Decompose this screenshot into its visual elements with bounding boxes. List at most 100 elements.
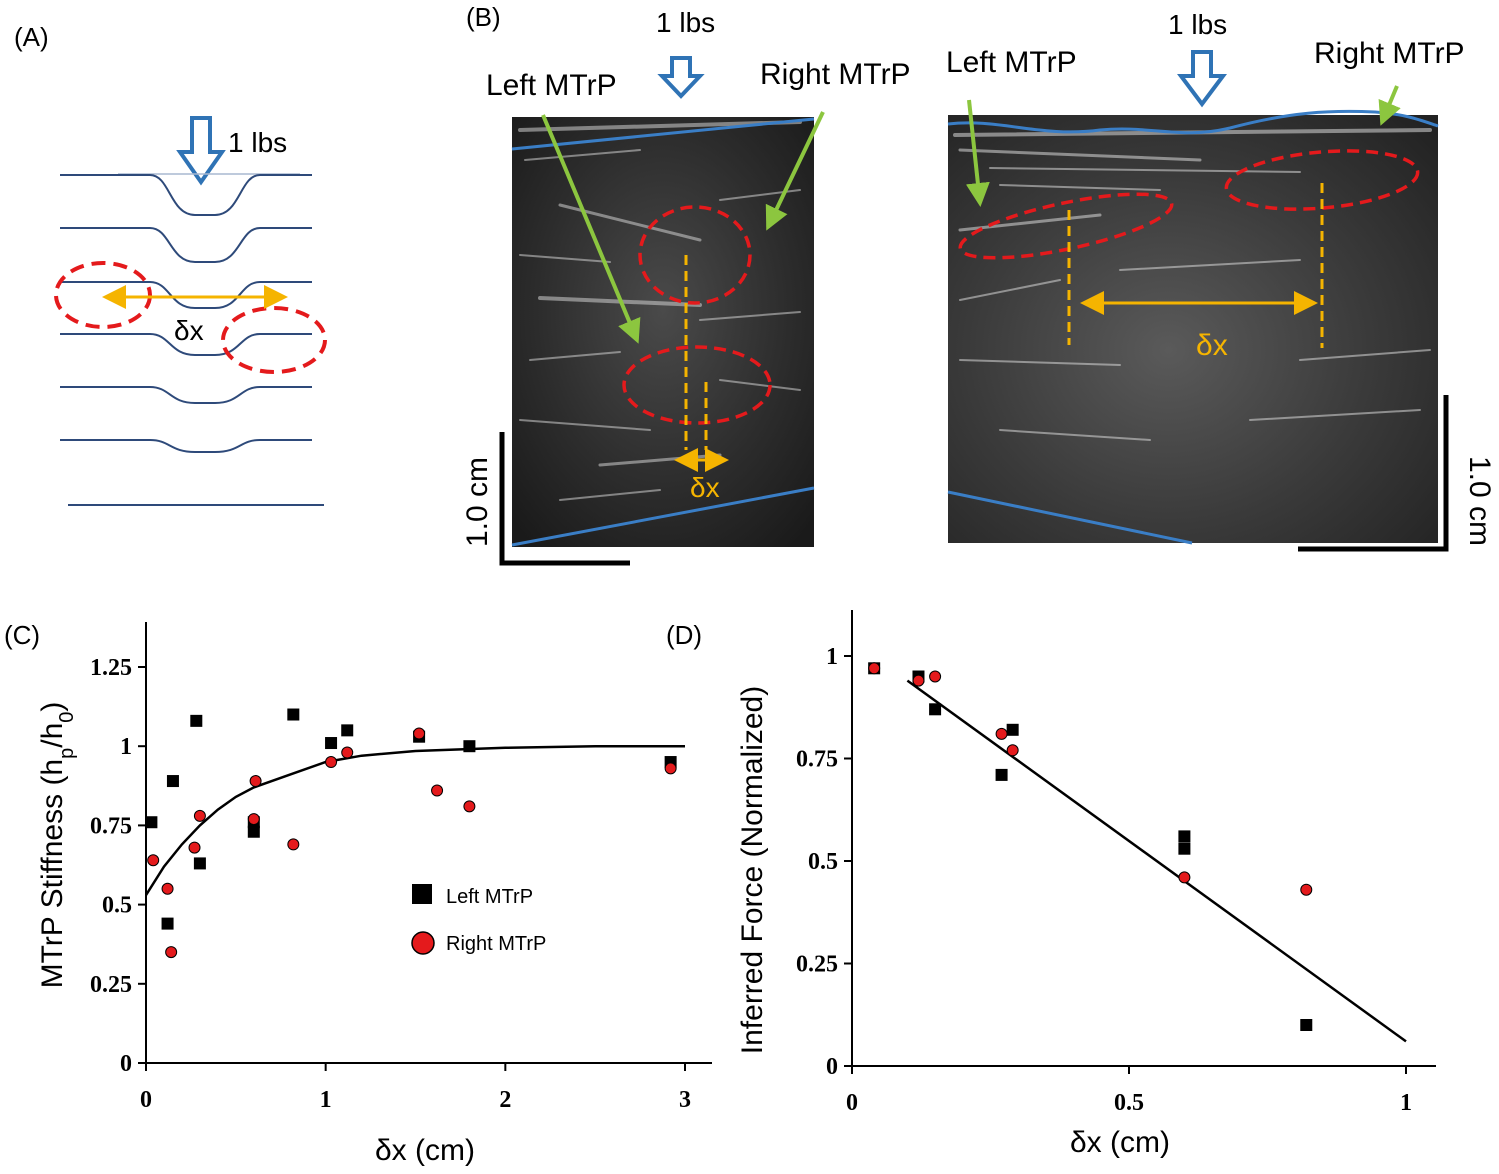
chartC-y-tick-label: 1.25 bbox=[90, 655, 132, 681]
chart-c-points bbox=[145, 708, 677, 959]
chartC-point-right-mtrp bbox=[247, 813, 260, 826]
chartD-point-right-mtrp bbox=[1300, 883, 1313, 896]
force-arrow-icon-right-image bbox=[1177, 50, 1227, 108]
legend-left-mtrp-label: Left MTrP bbox=[446, 886, 533, 908]
chart-c: (C) 0 1 2 3 0 0.25 0.5 0.75 1 1.25 δx (cm) MTrP S… bbox=[4, 620, 712, 1167]
chart-d-x-axis-label: δx (cm) bbox=[1070, 1126, 1170, 1159]
chartC-point-right-mtrp bbox=[431, 784, 444, 797]
bone-boundary-right bbox=[947, 490, 1193, 545]
chartC-x-tick-label: 0 bbox=[140, 1087, 152, 1113]
skin-boundary-left bbox=[511, 117, 815, 151]
right-mtrp-label-left-image: Right MTrP bbox=[760, 58, 911, 91]
right-mtrp-ellipse bbox=[221, 306, 327, 374]
chartC-point-left-mtrp bbox=[190, 714, 203, 727]
green-arrow-right-mtrp bbox=[765, 111, 825, 231]
chartC-point-left-mtrp bbox=[193, 857, 206, 870]
chartC-point-right-mtrp bbox=[325, 756, 338, 769]
chart-c-legend: Left MTrP Right MTrP bbox=[411, 884, 546, 955]
chartD-point-right-mtrp bbox=[995, 727, 1008, 740]
tissue-layer-3 bbox=[60, 281, 312, 309]
chartC-point-right-mtrp bbox=[161, 882, 174, 895]
tissue-layer-2 bbox=[60, 227, 312, 263]
ultrasound-background-left bbox=[512, 117, 814, 547]
chartC-point-right-mtrp bbox=[188, 841, 201, 854]
chart-c-y-label-end: ) bbox=[36, 702, 69, 712]
chart-c-y-axis-label: MTrP Stiffness (hp/h0) bbox=[36, 702, 78, 989]
chartC-point-right-mtrp bbox=[463, 800, 476, 813]
dx-label-left-image: δx bbox=[690, 472, 720, 503]
left-mtrp-ellipse bbox=[54, 261, 152, 329]
chart-d-points bbox=[868, 662, 1313, 1031]
tissue-layer-4 bbox=[60, 333, 312, 356]
chart-d-y-axis-label: Inferred Force (Normalized) bbox=[736, 686, 769, 1054]
chartD-y-tick-label: 0.25 bbox=[796, 952, 838, 978]
chart-c-ticks: 0 1 2 3 0 0.25 0.5 0.75 1 1.25 bbox=[90, 655, 691, 1113]
chartC-point-left-mtrp bbox=[325, 737, 338, 750]
chartC-point-left-mtrp bbox=[166, 775, 179, 788]
chartC-point-left-mtrp bbox=[463, 740, 476, 753]
chart-c-y-label-mid: /h bbox=[36, 723, 69, 748]
chartC-point-left-mtrp bbox=[341, 724, 354, 737]
chart-d: (D) 0 0.5 1 0 0.25 0.5 0.75 1 δx (cm) Inferred … bbox=[666, 610, 1436, 1159]
chart-d-fit-line bbox=[906, 679, 1407, 1043]
chartC-point-right-mtrp bbox=[193, 809, 206, 822]
tissue-layer-6 bbox=[60, 439, 312, 453]
chart-d-ticks: 0 0.5 1 0 0.25 0.5 0.75 1 bbox=[796, 644, 1412, 1116]
chartC-point-right-mtrp bbox=[341, 746, 354, 759]
chartC-x-tick-label: 1 bbox=[320, 1087, 332, 1113]
panel-a-force-label: 1 lbs bbox=[228, 127, 287, 158]
chartD-point-right-mtrp bbox=[1006, 744, 1019, 757]
chart-c-y-label-sub2: 0 bbox=[56, 712, 78, 723]
chartD-x-tick-label: 0.5 bbox=[1114, 1090, 1144, 1116]
chartD-point-left-mtrp bbox=[1300, 1019, 1313, 1031]
chartD-point-left-mtrp bbox=[929, 703, 942, 716]
chartC-point-left-mtrp bbox=[145, 816, 158, 829]
left-mtrp-ellipse-left-image bbox=[622, 345, 772, 425]
chartD-y-tick-label: 0.5 bbox=[808, 849, 838, 875]
green-arrow-left-mtrp-right-image bbox=[965, 99, 990, 207]
panel-c-label: (C) bbox=[4, 620, 40, 650]
force-arrow-icon-left-image bbox=[657, 56, 705, 99]
chartC-fit-curve bbox=[144, 744, 685, 896]
chart-c-fit-line bbox=[144, 744, 685, 896]
chartD-point-right-mtrp bbox=[868, 662, 881, 675]
chartD-fit-curve bbox=[906, 679, 1407, 1043]
chartD-point-left-mtrp bbox=[995, 768, 1008, 781]
chartD-x-tick-label: 1 bbox=[1400, 1090, 1412, 1116]
panel-b-label: (B) bbox=[466, 2, 501, 32]
scale-bar-right bbox=[1298, 395, 1449, 552]
force-label-left-image: 1 lbs bbox=[656, 7, 715, 38]
chartC-point-left-mtrp bbox=[247, 825, 260, 838]
chartC-point-right-mtrp bbox=[249, 775, 262, 788]
chart-c-y-label-main: MTrP Stiffness (h bbox=[36, 759, 69, 989]
chartC-point-right-mtrp bbox=[165, 946, 178, 959]
chartC-y-tick-label: 0.25 bbox=[90, 972, 132, 998]
scale-label-right: 1.0 cm bbox=[1463, 456, 1496, 546]
chartC-point-right-mtrp bbox=[147, 854, 160, 867]
chartD-point-left-mtrp bbox=[1006, 723, 1019, 736]
right-mtrp-ellipse-right-image bbox=[1224, 149, 1420, 211]
tissue-layer-5 bbox=[60, 386, 312, 404]
chartD-point-right-mtrp bbox=[912, 674, 925, 687]
chartD-point-left-mtrp bbox=[1178, 830, 1191, 843]
chartC-point-right-mtrp bbox=[287, 838, 300, 851]
panel-a-label: (A) bbox=[14, 22, 49, 52]
chartC-y-tick-label: 0 bbox=[120, 1051, 132, 1077]
chartC-point-right-mtrp bbox=[664, 762, 677, 775]
green-arrow-right-mtrp-right-image bbox=[1378, 85, 1401, 126]
chartC-y-tick-label: 1 bbox=[120, 734, 132, 760]
panel-a-dx-label: δx bbox=[174, 315, 204, 346]
right-mtrp-ellipse-left-image bbox=[638, 205, 752, 305]
scale-label-left: 1.0 cm bbox=[461, 457, 494, 547]
scale-bar-left bbox=[499, 432, 630, 566]
green-arrow-left-mtrp bbox=[541, 114, 641, 344]
chartC-y-tick-label: 0.75 bbox=[90, 813, 132, 839]
chartD-y-tick-label: 0 bbox=[826, 1054, 838, 1080]
legend-right-mtrp-label: Right MTrP bbox=[446, 933, 546, 955]
ultrasound-image-right: δx 1 lbs Left MTrP Right MTrP 1.0 cm bbox=[946, 9, 1496, 552]
bone-boundary-left bbox=[511, 486, 815, 547]
chartD-y-tick-label: 0.75 bbox=[796, 747, 838, 773]
tissue-layer-1 bbox=[60, 174, 312, 216]
chartD-point-right-mtrp bbox=[929, 670, 942, 683]
